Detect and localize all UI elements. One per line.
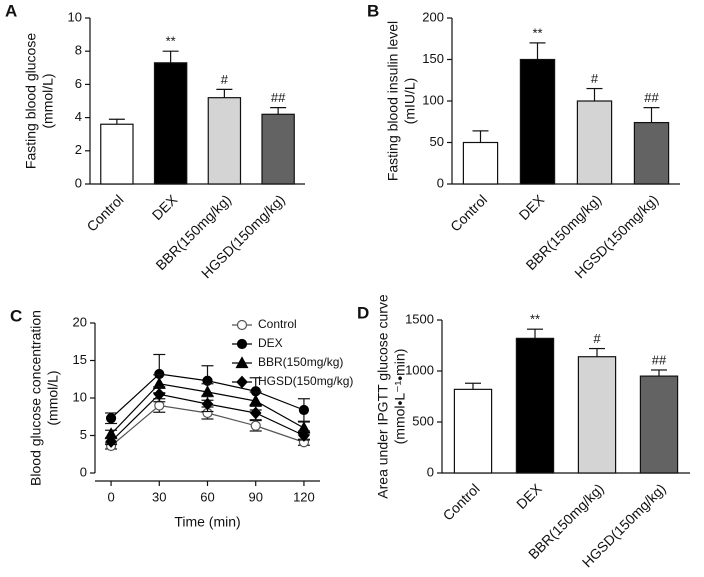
x-tick-label: 30 — [152, 489, 166, 504]
y-axis-label: (mmol/L) — [45, 370, 61, 425]
x-tick-label: DEX — [516, 191, 548, 223]
y-axis-label: Area under IPGTT glucose curve — [375, 294, 391, 499]
annotation: # — [591, 71, 599, 86]
bar — [261, 113, 295, 185]
legend-marker — [236, 319, 248, 331]
x-axis-label: Time (min) — [174, 514, 240, 530]
error-bar — [527, 328, 543, 339]
bar — [100, 123, 134, 185]
annotation: # — [221, 72, 229, 87]
error-bar — [643, 107, 660, 123]
panel-label: A — [5, 1, 17, 20]
marker — [298, 429, 310, 442]
y-tick-label: 150 — [422, 51, 444, 66]
legend-label: BBR(150mg/kg) — [258, 355, 343, 369]
y-tick-label: 0 — [75, 175, 82, 190]
y-axis-label: (mmol/L) — [40, 73, 56, 128]
y-axis-label: (mIU/L) — [402, 78, 418, 125]
x-tick-label: DEX — [149, 191, 181, 223]
bar — [207, 97, 242, 185]
marker — [298, 404, 310, 416]
bar — [577, 356, 617, 474]
y-axis-label: Fasting blood glucose — [23, 33, 39, 169]
y-tick-label: 0 — [427, 464, 434, 479]
x-tick-label: 0 — [107, 489, 114, 504]
legend-label: HGSD(150mg/kg) — [258, 374, 353, 388]
x-tick-label: 90 — [248, 489, 262, 504]
annotation: ## — [271, 90, 286, 105]
y-axis-label: Fasting blood insulin level — [385, 21, 401, 181]
marker — [201, 397, 214, 411]
annotation: # — [593, 331, 601, 346]
y-tick-label: 500 — [412, 413, 434, 428]
panel-label: B — [367, 1, 379, 20]
y-tick-label: 20 — [73, 314, 87, 329]
legend-marker — [236, 338, 248, 350]
bar — [639, 375, 679, 474]
error-bar — [472, 130, 489, 143]
bar — [153, 62, 188, 185]
y-axis-label: (mmol•L⁻¹•min) — [392, 349, 408, 445]
marker — [250, 420, 261, 431]
y-tick-label: 2 — [75, 142, 82, 157]
error-bar — [162, 50, 179, 63]
y-tick-label: 4 — [75, 109, 82, 124]
x-tick-label: Control — [83, 191, 126, 234]
error-bar — [651, 369, 667, 377]
legend-label: Control — [258, 317, 297, 331]
y-tick-label: 10 — [68, 9, 82, 24]
marker — [105, 413, 117, 424]
y-tick-label: 10 — [73, 389, 87, 404]
bar — [633, 121, 670, 185]
x-tick-label: Control — [440, 480, 483, 523]
legend-marker — [235, 356, 249, 369]
panel-label: C — [10, 306, 22, 325]
bar — [515, 337, 555, 474]
y-tick-label: 6 — [75, 76, 82, 91]
annotation: ** — [532, 25, 542, 40]
legend-marker — [236, 375, 248, 389]
annotation: ** — [166, 34, 176, 49]
bar — [519, 58, 556, 185]
legend-label: DEX — [258, 336, 283, 350]
bar — [576, 100, 613, 185]
y-axis-label: Blood glucose concentration — [28, 310, 44, 486]
marker — [249, 394, 263, 407]
error-bar — [465, 382, 481, 390]
marker — [105, 435, 117, 448]
y-tick-label: 1500 — [405, 311, 434, 326]
error-bar — [216, 88, 233, 98]
y-tick-label: 0 — [80, 464, 87, 479]
x-tick-label: 60 — [200, 489, 214, 504]
annotation: ## — [652, 352, 667, 367]
y-tick-label: 1000 — [405, 362, 434, 377]
marker — [153, 387, 166, 401]
annotation: ## — [644, 90, 659, 105]
y-tick-label: 0 — [437, 175, 444, 190]
error-bar — [270, 107, 287, 115]
panel-label: D — [357, 303, 369, 322]
y-tick-label: 100 — [422, 92, 444, 107]
error-bar — [529, 42, 546, 60]
x-tick-label: DEX — [513, 480, 545, 512]
bar — [453, 388, 493, 474]
y-tick-label: 200 — [422, 9, 444, 24]
y-tick-label: 5 — [80, 427, 87, 442]
error-bar — [586, 87, 603, 101]
error-bar — [589, 347, 605, 357]
y-tick-label: 15 — [73, 352, 87, 367]
marker — [249, 406, 262, 420]
y-tick-label: 8 — [75, 43, 82, 58]
annotation: ** — [530, 312, 540, 327]
bar — [462, 141, 499, 185]
y-tick-label: 50 — [430, 134, 444, 149]
x-tick-label: Control — [447, 191, 490, 234]
error-bar — [108, 118, 125, 125]
x-tick-label: 120 — [293, 489, 315, 504]
